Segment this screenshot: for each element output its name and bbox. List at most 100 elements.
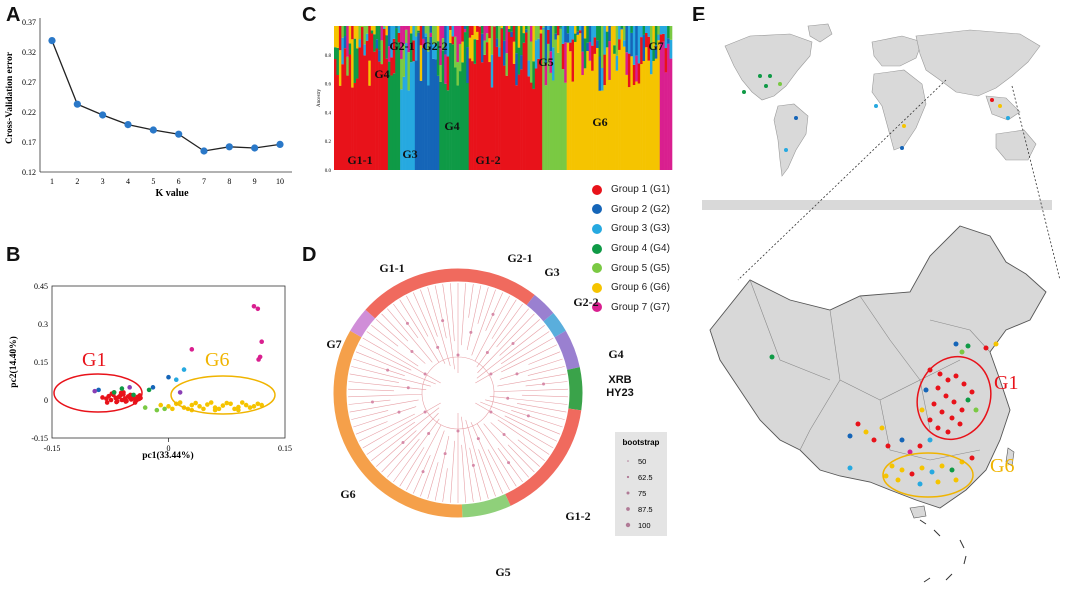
admixture-bar-mix — [427, 26, 430, 52]
admixture-bar-mix — [417, 26, 421, 31]
admixture-bar-mix — [341, 26, 345, 38]
china-sample-dot — [961, 381, 967, 387]
pca-point — [150, 385, 156, 390]
admixture-bar-mix — [451, 26, 455, 37]
admixture-bar-mix — [569, 26, 572, 43]
admixture-bar-main — [642, 60, 646, 170]
admixture-bar-main — [654, 58, 658, 170]
pca-point — [108, 397, 114, 403]
admixture-bar-mix — [424, 26, 428, 34]
admixture-bar-mix — [581, 26, 585, 52]
admixture-bar-mix — [603, 54, 607, 86]
admixture-bar-mix — [473, 26, 477, 40]
bootstrap-node — [502, 432, 506, 436]
tree-branch — [387, 308, 433, 363]
bootstrap-node — [410, 350, 414, 354]
admixture-bar-mix — [476, 31, 479, 40]
tree-branch — [442, 468, 448, 502]
bootstrap-node — [456, 353, 460, 357]
tree-group-arc — [526, 294, 554, 322]
admixture-bar-mix — [593, 26, 597, 38]
admixture-bar-mix — [353, 26, 357, 39]
admixture-bar-mix — [574, 33, 577, 42]
admixture-bar-mix — [613, 26, 616, 46]
admixture-bar-main — [454, 67, 457, 170]
admixture-bar-mix — [363, 26, 367, 45]
admixture-bar-mix — [598, 26, 602, 57]
pca-point — [189, 347, 195, 352]
bootstrap-node — [491, 312, 495, 316]
g6-annotation: G6 — [205, 349, 229, 371]
greenland-shape — [807, 23, 833, 43]
tree-branch — [412, 454, 431, 494]
admixture-bar-mix — [525, 26, 528, 30]
bootstrap-dot — [627, 460, 629, 462]
admixture-bar-main — [503, 65, 506, 170]
admixture-bar-mix — [578, 30, 582, 34]
admixture-bar-mix — [517, 47, 521, 75]
bootstrap-node — [489, 372, 493, 376]
admixture-bar-mix — [571, 26, 575, 40]
cv-ticks: 0.12 0.17 0.22 0.27 0.32 0.37 1 2 3 4 5 6 7 8 9 10 — [22, 18, 284, 186]
bootstrap-node — [421, 470, 425, 474]
china-sample-dot — [917, 481, 923, 487]
bootstrap-node — [406, 386, 410, 390]
admixture-bar-mix — [503, 40, 506, 66]
world-sample-dots — [742, 74, 1010, 152]
pca-x-axis-label: pc1(33.44%) — [142, 450, 193, 461]
tree-branch — [348, 388, 395, 392]
group-legend: Group 1 (G1) Group 2 (G2) Group 3 (G3) Grou… — [592, 180, 710, 317]
china-sample-dot — [899, 467, 905, 473]
admixture-bar-main — [505, 75, 509, 170]
bootstrap-node — [456, 429, 460, 433]
admixture-bar-mix — [539, 26, 543, 30]
china-sample-dot — [945, 377, 951, 383]
bootstrap-node — [443, 452, 447, 456]
admixture-bar-main — [547, 43, 550, 170]
admixture-bar-main — [463, 32, 467, 170]
admixture-bar-mix — [512, 26, 516, 42]
china-sample-dot — [909, 471, 915, 477]
tree-group-label: XRB — [608, 374, 631, 386]
admixture-bar-mix — [485, 26, 489, 34]
admixture-bar-mix — [454, 36, 457, 68]
admixture-bar-main — [667, 43, 670, 171]
admixture-bar-main — [554, 39, 558, 170]
admixture-bar-mix — [637, 26, 641, 64]
admixture-bar-mix — [402, 44, 406, 77]
admixture-bar-main — [375, 48, 379, 170]
world-sample-dot — [990, 98, 994, 102]
admixture-bar-main — [596, 47, 599, 171]
admixture-bar-main — [495, 46, 499, 170]
china-sample-dot — [917, 443, 923, 449]
admixture-bar-mix — [473, 39, 477, 64]
admixture-bar-main — [382, 28, 386, 170]
bootstrap-node — [423, 410, 427, 414]
admixture-bar-mix — [356, 26, 359, 49]
tree-branch — [406, 295, 429, 337]
tree-branch — [511, 410, 563, 428]
admixture-bar-mix — [454, 26, 457, 37]
admixture-bar-main — [659, 43, 663, 170]
pca-point — [181, 367, 187, 372]
admixture-bar-mix — [341, 37, 345, 65]
admixture-y-tick-label: 0.4 — [325, 111, 332, 116]
admixture-bar-main — [400, 89, 403, 170]
tree-branch — [381, 412, 439, 473]
admixture-bar-mix — [382, 27, 386, 29]
china-sample-dot — [919, 465, 925, 471]
admixture-bar-mix — [373, 26, 376, 35]
admixture-bar-main — [615, 70, 619, 170]
admixture-bar-mix — [578, 26, 582, 31]
tree-group-arc — [543, 312, 566, 338]
tree-branch — [442, 284, 455, 370]
admixture-bar-mix — [654, 26, 658, 46]
admixture-bar-main — [591, 70, 594, 170]
cv-error-point — [124, 121, 132, 129]
china-sample-dot — [939, 463, 945, 469]
admixture-bar-main — [446, 90, 450, 170]
admixture-bar-mix — [630, 32, 634, 57]
tree-branch — [399, 299, 440, 363]
admixture-bar-mix — [554, 26, 558, 34]
